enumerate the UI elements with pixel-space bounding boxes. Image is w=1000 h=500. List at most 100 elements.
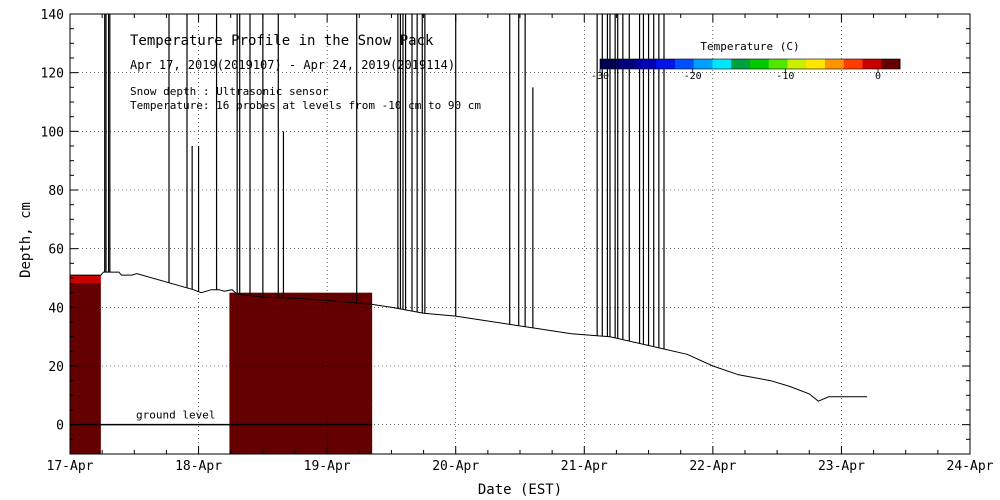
- temperature-cell: [229, 406, 373, 415]
- x-tick-label: 23-Apr: [818, 459, 865, 474]
- x-axis: 17-Apr 18-Apr 19-Apr 20-Apr 21-Apr 22-Apr 23-A…: [47, 14, 994, 474]
- temperature-cell: [70, 446, 101, 455]
- colorbar-tick-label: -30: [591, 71, 609, 82]
- y-axis-label: Depth, cm: [18, 202, 34, 278]
- temperature-cell: [229, 427, 373, 435]
- grid: [70, 14, 970, 454]
- y-tick-label: 20: [48, 360, 64, 375]
- temperature-cell: [229, 319, 373, 327]
- temperature-cell: [229, 292, 373, 300]
- note-temperature: Temperature: 16 probes at levels from -1…: [130, 99, 481, 112]
- temperature-cell: [70, 282, 101, 291]
- colorbar-tick-label: -20: [684, 71, 702, 82]
- note-snow-depth: Snow depth : Ultrasonic sensor: [130, 85, 329, 98]
- x-tick-label: 19-Apr: [304, 459, 351, 474]
- temperature-cell: [229, 359, 373, 368]
- temperature-cell: [70, 379, 101, 388]
- y-tick-label: 80: [48, 184, 64, 199]
- temperature-cell: [229, 353, 373, 361]
- temperature-cell: [229, 440, 373, 448]
- y-axis: 0 20 40 60 80 100 120 140: [41, 8, 970, 455]
- colorbar-swatch: [637, 59, 657, 69]
- temperature-cell: [70, 357, 101, 366]
- snow-depth-line: [70, 271, 868, 402]
- x-axis-label: Date (EST): [478, 482, 562, 498]
- colorbar-swatch: [862, 59, 882, 69]
- colorbar-swatch: [825, 59, 845, 69]
- colorbar-label: Temperature (C): [700, 40, 799, 53]
- x-tick-label: 20-Apr: [432, 459, 479, 474]
- colorbar-swatch: [843, 59, 863, 69]
- y-tick-label: 60: [48, 243, 64, 258]
- temperature-cell: [70, 342, 101, 351]
- colorbar-tick-label: -10: [776, 71, 794, 82]
- temperature-cell: [229, 306, 373, 314]
- colorbar-swatch: [881, 59, 901, 69]
- colorbar-swatch: [787, 59, 807, 69]
- temperature-cell: [70, 289, 101, 298]
- temperature-cell: [229, 339, 373, 347]
- colorbar-swatch: [693, 59, 713, 69]
- temperature-cell: [70, 319, 101, 328]
- colorbar-swatch: [806, 59, 826, 69]
- temperature-cell: [70, 327, 101, 336]
- snow-depth-series: [70, 271, 868, 402]
- temperature-cell: [229, 447, 373, 455]
- temperature-cell: [70, 275, 101, 284]
- colorbar-frame: [599, 58, 901, 70]
- colorbar-swatch: [768, 59, 788, 69]
- colorbar-swatch: [712, 59, 732, 69]
- temperature-cell: [70, 394, 101, 403]
- x-tick-label: 18-Apr: [175, 459, 222, 474]
- colorbar-swatch: [618, 59, 638, 69]
- temperature-cell: [229, 386, 373, 394]
- y-tick-label: 0: [56, 419, 64, 434]
- colorbar-swatch: [750, 59, 770, 69]
- temperature-cell: [70, 416, 101, 425]
- y-tick-label: 140: [41, 8, 64, 23]
- temperature-cell: [70, 424, 101, 433]
- temperature-cell: [70, 409, 101, 418]
- temperature-cell: [70, 371, 101, 380]
- colorbar-swatch: [675, 59, 695, 69]
- chart-title: Temperature Profile in the Snow Pack: [130, 33, 434, 49]
- plot-frame: [69, 13, 971, 455]
- y-tick-label: 40: [48, 301, 64, 316]
- temperature-cell: [70, 304, 101, 313]
- temperature-cell: [229, 333, 373, 341]
- temperature-cell: [70, 297, 101, 306]
- x-tick-label: 17-Apr: [47, 459, 94, 474]
- temperature-cell: [70, 364, 101, 373]
- temperature-cell: [70, 334, 101, 343]
- temperature-cell: [229, 326, 373, 334]
- temperature-cell: [70, 312, 101, 321]
- temperature-cell: [70, 401, 101, 410]
- colorbar-tick-label: 0: [875, 71, 881, 82]
- temperature-block: [229, 292, 373, 455]
- x-tick-label: 21-Apr: [561, 459, 608, 474]
- y-tick-label: 100: [41, 125, 64, 140]
- temperature-cell: [229, 373, 373, 381]
- temperature-cell: [229, 312, 373, 321]
- y-tick-label: 120: [41, 67, 64, 82]
- temperature-cell: [70, 431, 101, 440]
- temperature-cell: [229, 380, 373, 388]
- x-tick-label: 24-Apr: [947, 459, 994, 474]
- temperature-cell: [70, 386, 101, 395]
- colorbar-swatch: [731, 59, 751, 69]
- colorbar: -30 -20 -10 0: [591, 58, 901, 82]
- x-tick-label: 22-Apr: [689, 459, 736, 474]
- ground-level-label: ground level: [136, 409, 215, 422]
- temperature-cell: [70, 439, 101, 448]
- temperature-cell: [229, 433, 373, 442]
- temperature-cell: [229, 299, 373, 307]
- colorbar-swatch: [600, 59, 620, 69]
- temperature-cell: [229, 393, 373, 401]
- temperature-cell: [229, 413, 373, 421]
- temperature-cell: [229, 346, 373, 354]
- colorbar-swatch: [656, 59, 676, 69]
- temperature-cell: [229, 400, 373, 408]
- temperature-block: [70, 275, 101, 455]
- temperature-heatmap: [70, 275, 373, 455]
